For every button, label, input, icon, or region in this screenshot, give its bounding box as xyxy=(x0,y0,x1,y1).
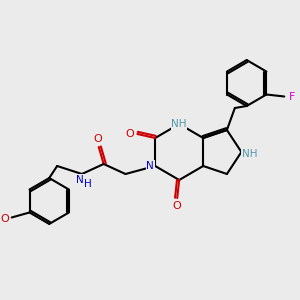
Text: F: F xyxy=(289,92,295,101)
Text: N: N xyxy=(146,161,154,171)
Text: O: O xyxy=(173,201,182,211)
Text: O: O xyxy=(125,129,134,139)
Text: O: O xyxy=(93,134,102,144)
Text: N: N xyxy=(76,175,84,185)
Text: NH: NH xyxy=(171,119,187,129)
Text: H: H xyxy=(84,179,92,189)
Text: NH: NH xyxy=(242,149,257,159)
Text: O: O xyxy=(0,214,9,224)
